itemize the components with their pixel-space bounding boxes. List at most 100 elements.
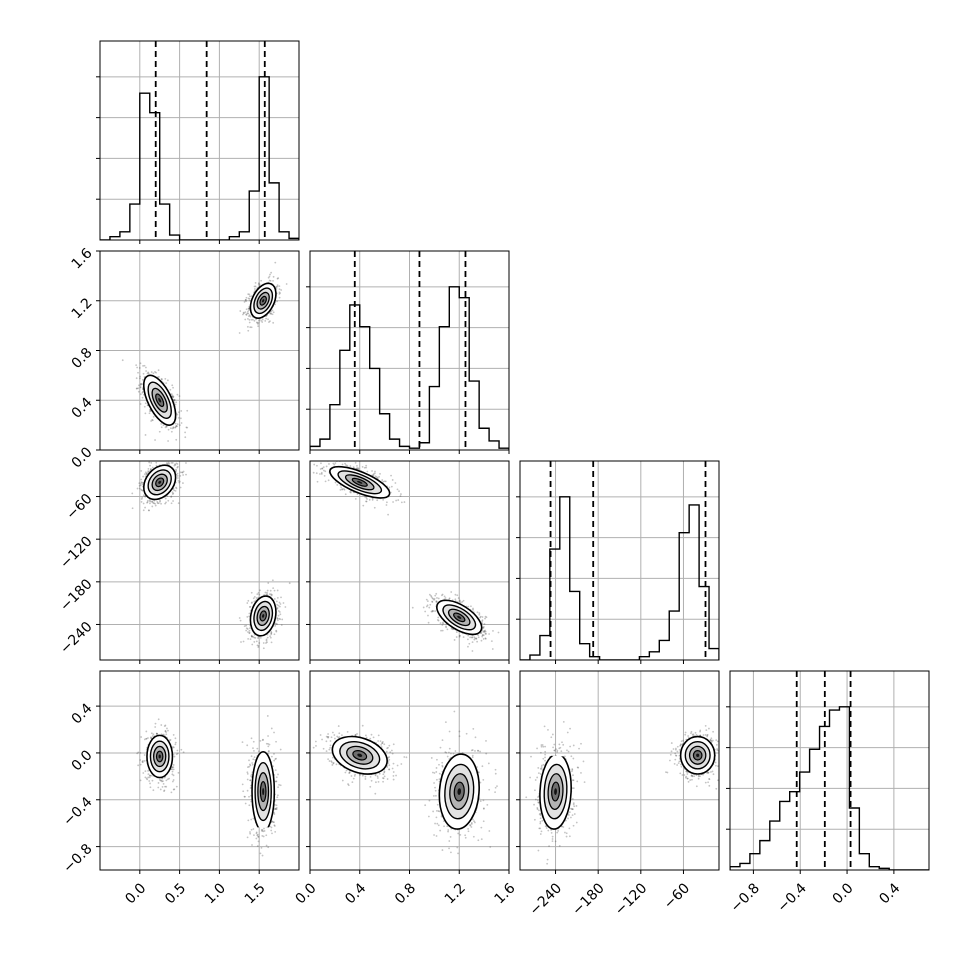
- scatter-point: [282, 602, 285, 604]
- scatter-point: [257, 325, 260, 328]
- scatter-point: [155, 461, 158, 464]
- scatter-point: [247, 312, 250, 315]
- scatter-point: [272, 275, 275, 278]
- scatter-point: [171, 384, 174, 387]
- scatter-point: [144, 776, 147, 779]
- scatter-point: [257, 637, 259, 640]
- scatter-point: [467, 638, 469, 641]
- scatter-point: [135, 364, 138, 367]
- scatter-point: [174, 741, 177, 744]
- scatter-point: [427, 614, 429, 617]
- scatter-point: [165, 733, 168, 736]
- scatter-point: [251, 762, 254, 764]
- scatter-point: [334, 462, 337, 465]
- scatter-point: [319, 468, 322, 470]
- scatter-point: [376, 499, 379, 502]
- scatter-point: [276, 603, 279, 606]
- scatter-point: [172, 774, 175, 777]
- scatter-point: [141, 489, 143, 492]
- scatter-point: [488, 633, 491, 635]
- scatter-point: [276, 277, 279, 280]
- scatter-point: [259, 852, 262, 855]
- scatter-point: [268, 279, 271, 282]
- scatter-point: [148, 774, 151, 777]
- scatter-point: [278, 611, 281, 613]
- scatter-point: [387, 513, 389, 516]
- scatter-point: [147, 509, 150, 512]
- scatter-point: [467, 634, 470, 637]
- scatter-point: [429, 603, 432, 606]
- scatter-point: [154, 722, 157, 725]
- scatter-point: [242, 311, 245, 314]
- scatter-point: [177, 411, 180, 414]
- scatter-point: [320, 471, 323, 474]
- scatter-point: [245, 296, 248, 299]
- scatter-point: [468, 642, 471, 645]
- scatter-point: [165, 731, 167, 734]
- scatter-point: [151, 500, 154, 503]
- scatter-point: [382, 498, 385, 501]
- scatter-point: [264, 320, 267, 322]
- scatter-point: [170, 430, 173, 433]
- scatter-point: [185, 473, 187, 476]
- scatter-point: [266, 715, 269, 717]
- scatter-point: [136, 366, 139, 369]
- scatter-point: [164, 426, 167, 429]
- scatter-point: [147, 776, 150, 779]
- scatter-point: [178, 424, 181, 427]
- scatter-point: [148, 780, 151, 782]
- scatter-point: [151, 505, 154, 508]
- scatter-point: [275, 630, 278, 633]
- scatter-point: [276, 589, 279, 592]
- scatter-point: [151, 779, 154, 782]
- scatter-point: [174, 403, 177, 406]
- scatter-point: [172, 395, 175, 398]
- scatter-point: [467, 605, 470, 608]
- scatter-point: [152, 415, 155, 418]
- scatter-point: [121, 359, 124, 362]
- scatter-point: [175, 401, 178, 404]
- scatter-point: [174, 422, 177, 425]
- scatter-point: [173, 755, 176, 758]
- scatter-point: [173, 399, 176, 402]
- scatter-point: [278, 288, 281, 291]
- scatter-point: [179, 417, 182, 420]
- scatter-point: [152, 789, 155, 792]
- scatter-point: [176, 472, 179, 475]
- scatter-point: [136, 387, 138, 390]
- scatter-point: [477, 634, 480, 637]
- scatter-point: [437, 597, 440, 600]
- scatter-point: [424, 610, 427, 613]
- scatter-point: [441, 624, 444, 626]
- scatter-point: [139, 752, 142, 754]
- scatter-point: [141, 396, 144, 399]
- scatter-point: [160, 422, 163, 425]
- scatter-point: [144, 506, 146, 509]
- scatter-point: [266, 589, 269, 592]
- scatter-point: [145, 737, 148, 740]
- scatter-point: [171, 396, 174, 398]
- scatter-point: [264, 591, 267, 594]
- scatter-point: [462, 636, 465, 638]
- scatter-point: [388, 486, 391, 489]
- scatter-point: [140, 478, 143, 481]
- scatter-point: [458, 634, 461, 637]
- scatter-point: [252, 597, 255, 600]
- scatter-point: [275, 600, 278, 603]
- scatter-point: [385, 501, 388, 504]
- scatter-point: [141, 760, 144, 763]
- scatter-point: [164, 378, 167, 380]
- scatter-point: [166, 727, 168, 730]
- scatter-point: [138, 482, 141, 485]
- scatter-point: [251, 643, 254, 646]
- scatter-point: [259, 589, 261, 592]
- scatter-point: [276, 300, 279, 303]
- scatter-point: [243, 625, 246, 628]
- scatter-point: [253, 595, 256, 598]
- panel-frame: [99, 40, 300, 241]
- scatter-point: [443, 595, 446, 598]
- scatter-point: [131, 507, 134, 510]
- scatter-point: [400, 501, 403, 504]
- scatter-point: [390, 474, 392, 477]
- scatter-point: [246, 602, 249, 604]
